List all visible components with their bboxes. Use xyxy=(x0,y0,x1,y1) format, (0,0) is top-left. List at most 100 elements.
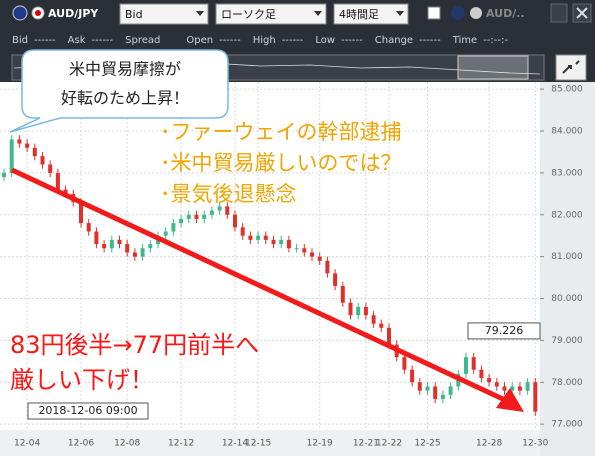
trend-arrow-head xyxy=(496,388,524,412)
info-row: Bid ------ Ask ------ Spread Open ------ High --… xyxy=(12,35,508,46)
candle-body xyxy=(294,248,299,250)
candle-body xyxy=(240,227,245,236)
y-tick-label: 77.000 xyxy=(551,420,583,430)
candle-body xyxy=(433,386,438,400)
speech-bubble xyxy=(9,49,229,133)
candle-body xyxy=(340,285,345,303)
chart-kind: ローソク足 xyxy=(221,8,276,21)
candle-body xyxy=(256,235,261,240)
info-value: ------ xyxy=(419,35,441,46)
candle-body xyxy=(86,223,91,232)
candle-body xyxy=(48,164,53,173)
flag-icon xyxy=(12,5,28,21)
info-value: ------ xyxy=(34,35,56,46)
x-tick-label: 12-08 xyxy=(114,439,140,449)
candle-body xyxy=(510,386,515,391)
y-tick-label: 83.000 xyxy=(551,168,583,178)
candle-body xyxy=(102,244,107,249)
candle-body xyxy=(471,357,476,370)
x-tick-label: 12-21 xyxy=(353,439,379,449)
x-tick-label: 12-04 xyxy=(14,439,40,449)
x-tick-label: 12-15 xyxy=(245,439,271,449)
zoom-icon xyxy=(562,60,580,74)
settings-button[interactable] xyxy=(550,3,568,23)
cursor-time-box xyxy=(27,402,149,420)
candle-body xyxy=(32,147,37,157)
candle-body xyxy=(2,172,6,178)
pair[interactable]: AUD/JPY xyxy=(48,7,99,20)
candle-body xyxy=(202,214,207,219)
candle-body xyxy=(310,252,314,257)
flag-icon xyxy=(35,10,41,16)
x-tick-label: 12-12 xyxy=(168,439,194,449)
info-value: ------ xyxy=(341,35,363,46)
candle-body xyxy=(286,239,291,249)
pair2[interactable]: AUD/.. xyxy=(486,7,525,20)
candle-body xyxy=(425,386,430,391)
navigator-window[interactable] xyxy=(457,55,529,80)
note: ･景気後退懸念 xyxy=(160,182,297,206)
x-tick-label: 12-19 xyxy=(307,439,333,449)
y-tick-label: 80.000 xyxy=(551,294,583,304)
candle-body xyxy=(371,315,376,324)
candle-body xyxy=(194,214,199,219)
checkbox[interactable] xyxy=(427,6,441,20)
x-tick-label: 12-14 xyxy=(222,439,248,449)
timeframe: 4時間足 xyxy=(339,8,379,21)
y-tick-label: 84.000 xyxy=(551,126,583,136)
select[interactable] xyxy=(119,3,209,25)
select[interactable] xyxy=(333,3,409,25)
candle-body xyxy=(125,244,130,253)
x-axis-bg xyxy=(0,430,540,456)
y-tick-label: 81.000 xyxy=(551,252,583,262)
candle-body xyxy=(209,210,214,215)
info-label: Ask xyxy=(68,35,86,46)
candle-body xyxy=(363,306,368,316)
candle-body xyxy=(117,239,122,245)
info-label: Time xyxy=(452,35,477,46)
close-icon xyxy=(576,7,588,19)
candle-body xyxy=(217,206,222,211)
candle-body xyxy=(502,386,507,391)
note: ･米中貿易厳しいのでは？ xyxy=(160,151,402,175)
candle-body xyxy=(525,382,530,391)
candle-body xyxy=(148,244,153,249)
y-tick-label: 79.000 xyxy=(551,336,583,346)
candle-body xyxy=(494,382,499,387)
info-label: High xyxy=(253,35,276,46)
y-tick-label: 78.000 xyxy=(551,378,583,388)
candle-body xyxy=(171,223,176,232)
candle-body xyxy=(79,202,83,224)
candle-body xyxy=(25,143,30,148)
candle-body xyxy=(179,218,184,224)
candle-body xyxy=(9,139,14,173)
candle-body xyxy=(302,248,307,253)
info-value: --:--:- xyxy=(483,35,508,46)
headline: 83円後半→77円前半へ xyxy=(10,331,259,359)
trend-arrow xyxy=(10,167,507,403)
info-value: ------ xyxy=(282,35,304,46)
candle-body xyxy=(248,235,253,240)
y-tick-label: 82.000 xyxy=(551,210,583,220)
select[interactable] xyxy=(215,3,327,25)
info-label: Bid xyxy=(12,35,28,46)
plot: 77.000 78.000 79.000 80.000 81.000 82.000 83.0… xyxy=(0,82,583,449)
candle-body xyxy=(132,252,137,257)
x-tick-label: 12-22 xyxy=(376,439,402,449)
candle-body xyxy=(417,382,422,391)
candle-body xyxy=(348,302,353,316)
x-tick-label: 12-28 xyxy=(476,439,502,449)
info-value: ------ xyxy=(92,35,114,46)
candle-body xyxy=(487,378,492,383)
candle-body xyxy=(271,239,276,245)
candle-body xyxy=(186,214,191,219)
candle-body xyxy=(325,260,330,274)
info-value: ------ xyxy=(219,35,241,46)
candle-body xyxy=(17,139,22,144)
last-price-label: 79.226 xyxy=(485,324,524,337)
flag-icon xyxy=(451,6,465,20)
candle-body xyxy=(410,369,415,383)
bubble-text: 米中貿易摩擦が xyxy=(69,60,181,79)
info-label: Low xyxy=(315,35,335,46)
